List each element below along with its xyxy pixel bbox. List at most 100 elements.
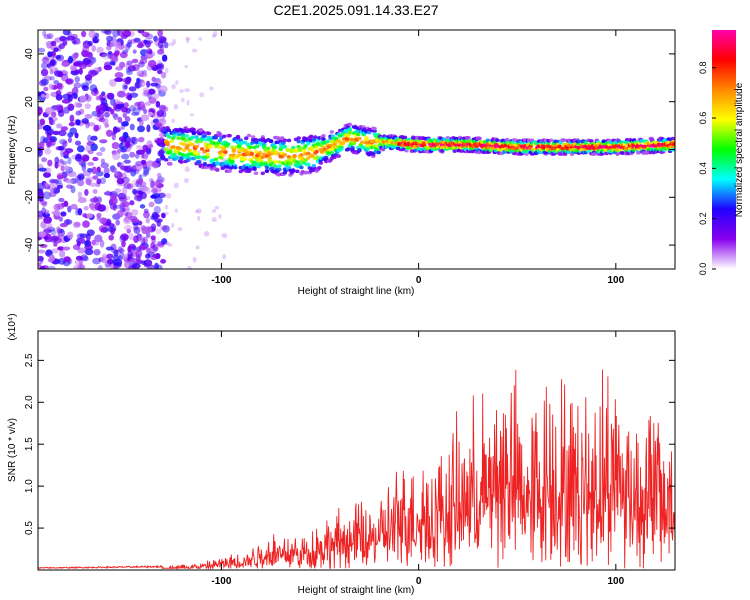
spectrogram-cell — [147, 91, 152, 99]
spectrogram-cell — [89, 84, 98, 92]
spectrogram-cell — [123, 224, 133, 231]
spectrogram-cell — [202, 134, 208, 138]
spectrogram-cell — [104, 30, 112, 35]
spectrogram-cell — [94, 234, 103, 243]
spectrogram-cell — [109, 196, 118, 205]
spectrogram-cell — [190, 142, 195, 147]
spectrogram-cell — [142, 87, 150, 94]
spectrogram-x-tick-label: 100 — [607, 275, 624, 286]
spectrogram-cell — [123, 159, 132, 164]
spectrogram-cell — [299, 165, 304, 170]
spectrogram-cell — [68, 121, 76, 127]
spectrogram-cell — [282, 144, 288, 149]
spectrogram-cell — [197, 155, 202, 159]
spectrogram-cell — [130, 209, 139, 216]
spectrogram-cell — [190, 135, 195, 140]
spectrogram-cell — [150, 82, 159, 87]
spectrogram-cell — [371, 152, 376, 156]
spectrogram-cell — [44, 107, 54, 115]
spectrogram-cell — [130, 38, 137, 44]
spectrogram-cell — [38, 262, 42, 268]
spectrogram-cell — [62, 140, 68, 147]
spectrogram-cell — [126, 183, 134, 190]
spectrogram-cell — [103, 172, 111, 179]
spectrogram-cell — [144, 152, 149, 161]
spectrogram-cell — [649, 137, 655, 142]
spectrogram-cell — [203, 231, 210, 237]
spectrogram-cell — [155, 252, 161, 260]
spectrogram-cell — [47, 51, 53, 58]
spectrogram-cell — [286, 165, 292, 170]
spectrogram-cell — [122, 112, 127, 118]
spectrogram-cell — [53, 79, 60, 85]
spectrogram-cell — [154, 139, 164, 144]
spectrogram-x-tick-label: 0 — [416, 275, 422, 286]
spectrogram-cell — [196, 208, 202, 214]
spectrogram-cell — [339, 147, 344, 151]
spectrogram-cell — [55, 93, 63, 101]
spectrogram-cell — [567, 143, 572, 148]
spectrogram-cell — [42, 191, 52, 200]
spectrogram-cell — [208, 144, 213, 149]
colorbar-tick-label: 0.6 — [698, 112, 708, 125]
spectrogram-cell — [40, 68, 49, 77]
spectrogram-cell — [137, 125, 146, 133]
spectrogram-cell — [177, 227, 183, 232]
spectrogram-cell — [74, 101, 81, 108]
spectrogram-cell — [60, 126, 69, 131]
spectrogram-cell — [466, 135, 471, 140]
spectrogram-cell — [242, 140, 248, 145]
spectrogram-cell — [40, 78, 49, 86]
spectrogram-cell — [44, 225, 52, 231]
spectrogram-cell — [111, 56, 118, 62]
spectrogram-cell — [303, 144, 308, 148]
spectrogram-cell — [57, 246, 65, 251]
spectrogram-ticks: -100 0 100 -40 -20 0 20 40 — [24, 30, 675, 286]
spectrogram-cell — [85, 178, 92, 186]
spectrogram-cell — [146, 48, 153, 55]
spectrogram-cell — [221, 146, 227, 151]
spectrogram-cell — [50, 116, 58, 122]
spectrogram-cell — [145, 247, 151, 253]
spectrogram-cell — [80, 254, 88, 262]
spectrogram-y-tick-label: 0 — [24, 146, 35, 152]
spectrogram-cell — [38, 231, 47, 238]
spectrogram-cell — [47, 183, 56, 192]
spectrogram-cell — [41, 157, 48, 163]
spectrogram-cell — [86, 122, 96, 127]
spectrogram-cell — [164, 67, 169, 74]
spectrogram-cell — [168, 149, 173, 153]
spectrogram-cell — [87, 167, 93, 173]
spectrogram-cell — [73, 61, 80, 67]
spectrogram-cell — [163, 147, 169, 151]
spectrogram-cell — [142, 172, 148, 177]
spectrogram-cell — [67, 231, 74, 239]
spectrogram-cell — [101, 30, 110, 34]
spectrogram-cell — [154, 122, 163, 128]
spectrogram-cell — [223, 150, 228, 154]
spectrogram-cell — [257, 151, 263, 155]
spectrogram-cell — [53, 179, 63, 185]
spectrogram-cell — [336, 138, 341, 143]
spectrogram-cell — [123, 165, 132, 173]
spectrogram-cell — [111, 248, 120, 254]
spectrogram-cell — [140, 191, 147, 200]
spectrogram-cell — [42, 124, 52, 132]
spectrogram-cell — [205, 155, 210, 159]
spectrogram-cell — [112, 152, 121, 160]
spectrogram-cell — [135, 249, 143, 257]
spectrogram-cell — [156, 110, 164, 118]
spectrogram-cell — [89, 182, 98, 187]
spectrogram-cell — [40, 93, 46, 98]
spectrogram-cell — [60, 144, 67, 151]
spectrogram-cell — [74, 132, 79, 139]
spectrogram-cell — [58, 216, 64, 222]
spectrogram-cell — [77, 197, 87, 204]
spectrogram-cell — [184, 88, 191, 93]
spectrogram-cell — [179, 156, 184, 160]
spectrogram-cell — [199, 147, 205, 151]
spectrogram-cell — [195, 245, 200, 250]
spectrogram-cell — [146, 124, 151, 133]
spectrogram-cell — [145, 33, 154, 40]
